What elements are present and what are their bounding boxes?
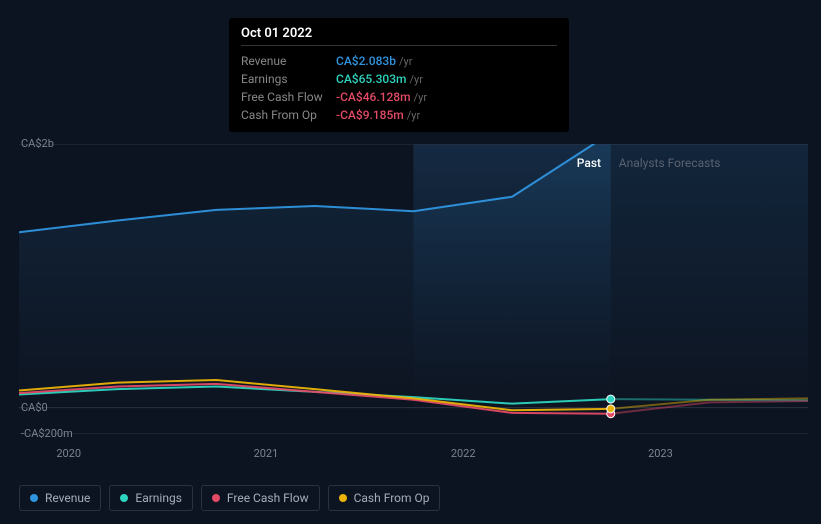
tooltip-row-unit: /yr: [410, 73, 423, 86]
tooltip-row-value: -CA$9.185m: [336, 108, 404, 122]
tooltip-row: Cash From Op-CA$9.185m/yr: [241, 106, 557, 124]
tooltip-row-unit: /yr: [399, 55, 412, 68]
legend-item-earnings[interactable]: Earnings: [109, 485, 193, 511]
legend-item-label: Free Cash Flow: [227, 491, 309, 505]
tooltip-date: Oct 01 2022: [241, 26, 557, 41]
legend-item-label: Revenue: [45, 491, 90, 505]
legend-dot-icon: [30, 494, 38, 502]
legend-dot-icon: [120, 494, 128, 502]
chart-tooltip: Oct 01 2022 RevenueCA$2.083b/yrEarningsC…: [229, 18, 569, 132]
y-axis-label: CA$2b: [21, 137, 54, 150]
legend-item-revenue[interactable]: Revenue: [19, 485, 101, 511]
x-axis-label: 2023: [648, 447, 673, 460]
tooltip-rows: RevenueCA$2.083b/yrEarningsCA$65.303m/yr…: [241, 52, 557, 124]
financials-chart: Past Analysts Forecasts CA$2b CA$0 -CA$200…: [19, 130, 808, 470]
tooltip-row-value: CA$2.083b: [336, 54, 396, 68]
legend-item-fcf[interactable]: Free Cash Flow: [201, 485, 320, 511]
plot-area[interactable]: Past Analysts Forecasts: [19, 144, 808, 434]
tooltip-row: EarningsCA$65.303m/yr: [241, 70, 557, 88]
legend-item-cfo[interactable]: Cash From Op: [328, 485, 441, 511]
tooltip-row-label: Free Cash Flow: [241, 90, 336, 104]
x-axis-label: 2020: [56, 447, 81, 460]
x-axis-label: 2022: [451, 447, 476, 460]
y-axis-label: CA$0: [21, 401, 48, 414]
tooltip-row-unit: /yr: [414, 91, 427, 104]
legend-dot-icon: [339, 494, 347, 502]
tooltip-row-unit: /yr: [407, 109, 420, 122]
tooltip-row-label: Cash From Op: [241, 108, 336, 122]
past-label: Past: [577, 156, 601, 170]
legend-item-label: Cash From Op: [354, 491, 430, 505]
tooltip-row-label: Earnings: [241, 72, 336, 86]
tooltip-row: Free Cash Flow-CA$46.128m/yr: [241, 88, 557, 106]
tooltip-row-label: Revenue: [241, 54, 336, 68]
chart-legend: Revenue Earnings Free Cash Flow Cash From O…: [19, 485, 440, 511]
legend-dot-icon: [212, 494, 220, 502]
forecast-label: Analysts Forecasts: [619, 156, 721, 170]
tooltip-row-value: -CA$46.128m: [336, 90, 411, 104]
y-axis-label: -CA$200m: [21, 427, 73, 440]
chart-svg: [19, 144, 808, 434]
tooltip-row: RevenueCA$2.083b/yr: [241, 52, 557, 70]
x-axis-label: 2021: [254, 447, 279, 460]
tooltip-row-value: CA$65.303m: [336, 72, 407, 86]
tooltip-divider: [241, 45, 557, 46]
legend-item-label: Earnings: [135, 491, 182, 505]
